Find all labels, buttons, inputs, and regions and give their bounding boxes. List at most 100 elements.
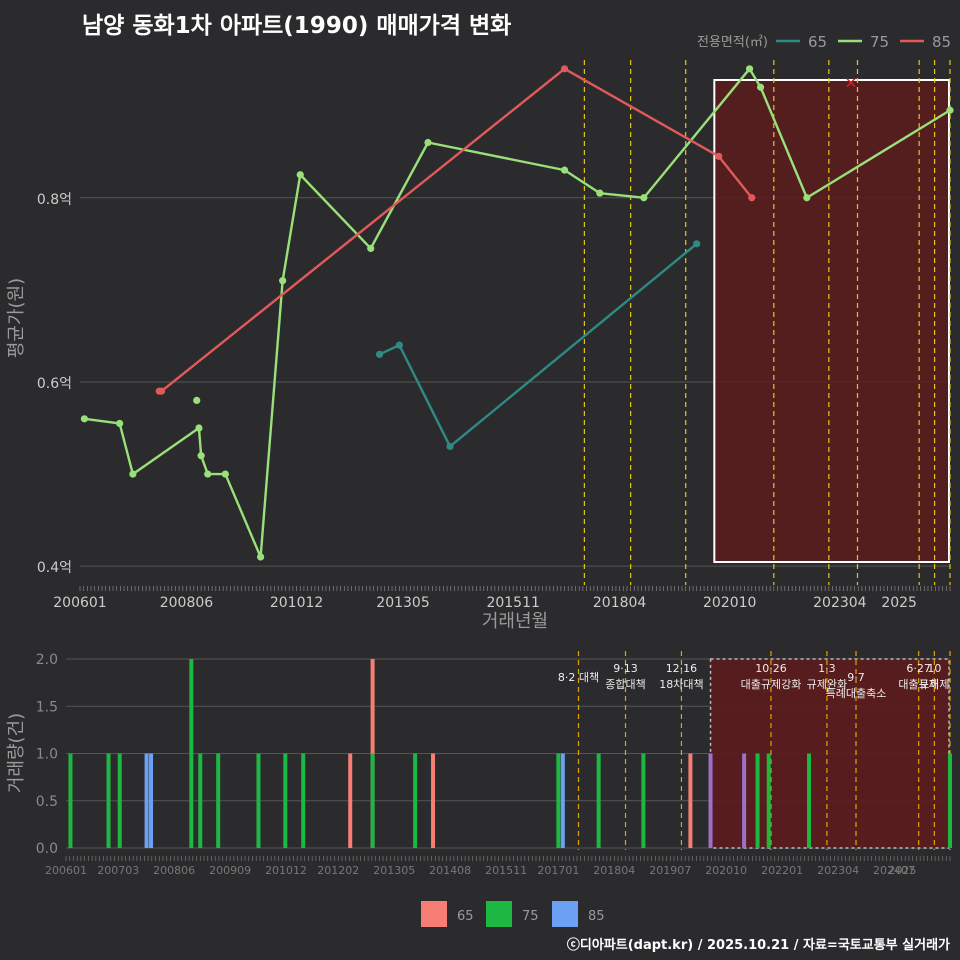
bottom-y-tick-label: 1.5 (36, 699, 58, 715)
top-y-tick-label: 0.8억 (37, 192, 72, 208)
top-x-tick-label: 202010 (703, 595, 756, 611)
bottom-y-tick-label: 2.0 (36, 652, 58, 668)
bottom-x-tick-label: 200703 (97, 864, 139, 877)
data-point-75 (195, 424, 203, 432)
policy-annotation: 9·13 (613, 662, 638, 675)
policy-annotation: 8·2 대책 (558, 671, 599, 684)
data-point-75 (197, 452, 205, 460)
bar-75 (413, 753, 418, 848)
bar-other (742, 753, 747, 848)
isolated-point-85 (155, 387, 163, 395)
data-point-75 (116, 419, 124, 428)
top-x-tick-label: 200601 (53, 595, 106, 611)
bottom-x-tick-label: 200909 (209, 864, 251, 877)
top-y-tick-label: 0.4억 (37, 560, 72, 576)
series-line-85 (160, 67, 753, 393)
data-point-75 (424, 138, 432, 147)
bottom-x-tick-label: 201511 (485, 864, 527, 877)
bar-legend-swatch-85 (552, 901, 578, 927)
bottom-x-tick-label: 202304 (817, 864, 859, 877)
bottom-x-tick-label: 201408 (429, 864, 471, 877)
policy-annotation: 토허제 (919, 678, 949, 691)
legend-label-65: 65 (808, 33, 827, 51)
top-y-tick-label: 0.6억 (37, 376, 72, 392)
bottom-x-tick-label: 202010 (705, 864, 747, 877)
bar-75 (948, 753, 952, 848)
bar-75 (370, 753, 375, 848)
bottom-y-tick-label: 0.0 (36, 841, 58, 857)
policy-annotation: 종합대책 (605, 678, 645, 691)
isolated-point-75 (193, 396, 201, 404)
bottom-x-tick-label: 200601 (45, 864, 87, 877)
data-point-75 (296, 171, 304, 179)
data-point-75 (596, 189, 604, 197)
bottom-y-tick-label: 1.0 (36, 747, 58, 763)
data-point-75 (803, 194, 811, 202)
data-point-75 (946, 106, 954, 114)
policy-annotation: 특례대출축소 (826, 687, 887, 700)
policy-annotation: 10 (927, 662, 941, 675)
legend-title: 전용면적(㎡) (697, 35, 768, 50)
bottom-y-tick-label: 0.5 (36, 794, 58, 810)
data-point-75 (745, 65, 754, 73)
bar-75 (755, 753, 760, 848)
policy-annotation: 12·16 (666, 662, 698, 675)
bar-65 (688, 753, 693, 848)
bar-75 (556, 753, 561, 848)
top-x-tick-label: 201012 (270, 595, 323, 611)
bottom-x-tick-label: 202407 (873, 864, 915, 877)
bar-legend-label-65: 65 (457, 909, 474, 924)
data-point-75 (560, 166, 569, 174)
bottom-x-tick-label: 201012 (265, 864, 307, 877)
bottom-highlight-box (709, 658, 950, 849)
outlier-marker (846, 78, 856, 88)
bar-legend-label-85: 85 (588, 909, 605, 924)
bottom-x-tick-label: 2025 (888, 864, 916, 877)
data-point-85 (715, 152, 723, 160)
policy-annotation: 6·27 (906, 662, 931, 675)
bar-75 (68, 753, 73, 848)
data-point-75 (129, 470, 137, 478)
bar-legend-swatch-65 (421, 901, 447, 927)
bar-65 (348, 753, 353, 848)
policy-annotation: 대출규제강화 (741, 678, 802, 691)
bar-75 (198, 753, 203, 848)
policy-annotation: 10·26 (755, 662, 787, 675)
data-point-85 (560, 65, 569, 73)
chart-title: 남양 동화1차 아파트(1990) 매매가격 변화 (82, 13, 512, 39)
bar-65 (431, 753, 436, 848)
top-highlight-box (713, 79, 950, 563)
bar-legend-label-75: 75 (522, 909, 539, 924)
bottom-x-tick-label: 202201 (761, 864, 803, 877)
bar-75 (301, 753, 306, 848)
bar-85 (149, 753, 154, 848)
top-x-tick-label: 201305 (376, 595, 429, 611)
policy-annotation: 1·3 (818, 662, 836, 675)
data-point-75 (640, 194, 648, 202)
bottom-x-tick-label: 201804 (593, 864, 635, 877)
bar-75 (766, 753, 771, 848)
top-x-tick-label: 2025 (881, 595, 917, 611)
bottom-x-tick-label: 201701 (537, 864, 579, 877)
data-point-75 (279, 277, 287, 285)
series-line-65 (379, 242, 698, 448)
bar-85 (144, 753, 149, 848)
top-x-tick-label: 201804 (593, 595, 647, 611)
data-point-75 (756, 83, 765, 91)
bar-75 (596, 753, 601, 848)
bottom-x-tick-label: 201305 (373, 864, 415, 877)
bar-legend-swatch-75 (486, 901, 512, 927)
bottom-y-axis-label: 거래량(건) (6, 713, 27, 793)
bar-75 (807, 753, 812, 848)
data-point-65 (693, 240, 701, 248)
policy-annotation: 대출규제 (898, 678, 938, 691)
bottom-x-tick-label: 201907 (649, 864, 691, 877)
data-point-75 (257, 553, 265, 561)
data-point-65 (375, 350, 384, 358)
legend-label-85: 85 (932, 33, 951, 51)
legend-label-75: 75 (870, 33, 889, 51)
data-point-75 (80, 415, 89, 423)
data-point-65 (446, 442, 454, 451)
data-point-65 (395, 341, 403, 349)
